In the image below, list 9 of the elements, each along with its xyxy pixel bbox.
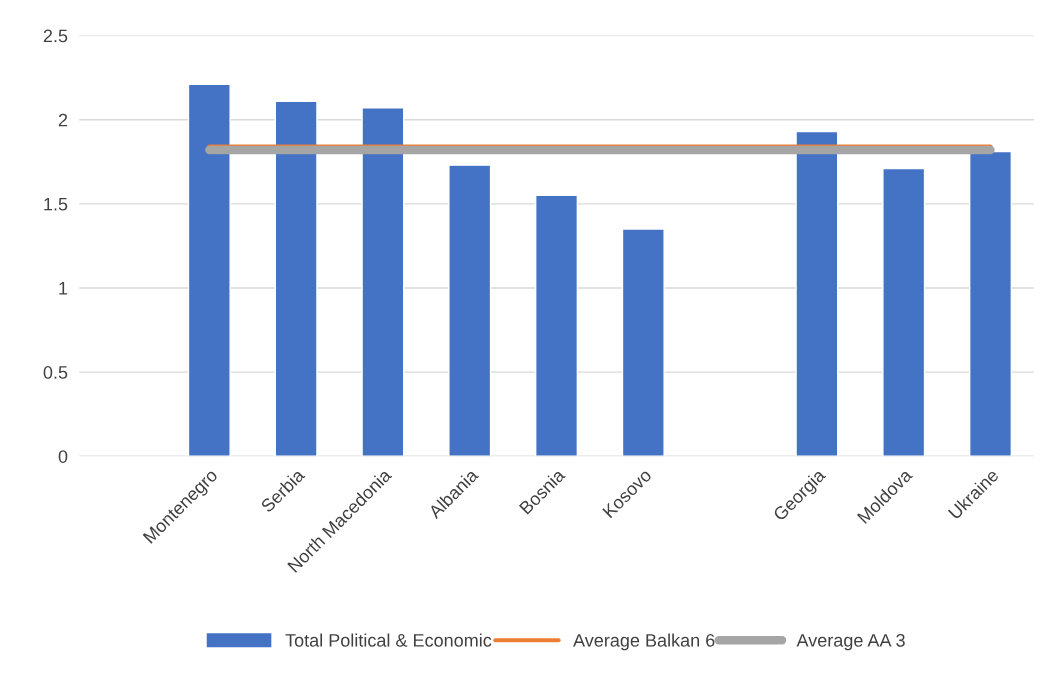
y-tick-label: 0.5 (43, 366, 68, 379)
y-tick-label: 2 (58, 113, 68, 127)
legend-label: Average AA 3 (796, 633, 905, 651)
y-tick-label: 1 (59, 282, 68, 295)
y-tick-label: 0 (58, 450, 68, 463)
legend-label: Average Balkan 6 (573, 633, 715, 651)
y-tick-label: 2.5 (43, 29, 68, 43)
legend-label: Total Political & Economic (285, 633, 492, 647)
y-tick-label: 1.5 (44, 197, 68, 211)
